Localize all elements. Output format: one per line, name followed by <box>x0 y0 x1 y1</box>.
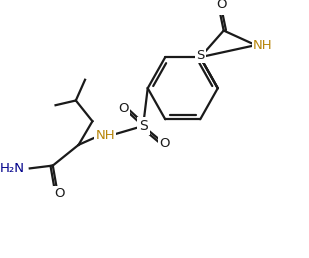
Text: NH: NH <box>95 129 115 142</box>
Text: O: O <box>54 187 65 200</box>
Text: O: O <box>216 0 227 11</box>
Text: H₂N: H₂N <box>0 162 25 175</box>
Text: O: O <box>159 137 170 150</box>
Text: S: S <box>139 119 147 133</box>
Text: O: O <box>119 102 129 115</box>
Text: S: S <box>196 49 205 62</box>
Text: NH: NH <box>253 39 273 52</box>
